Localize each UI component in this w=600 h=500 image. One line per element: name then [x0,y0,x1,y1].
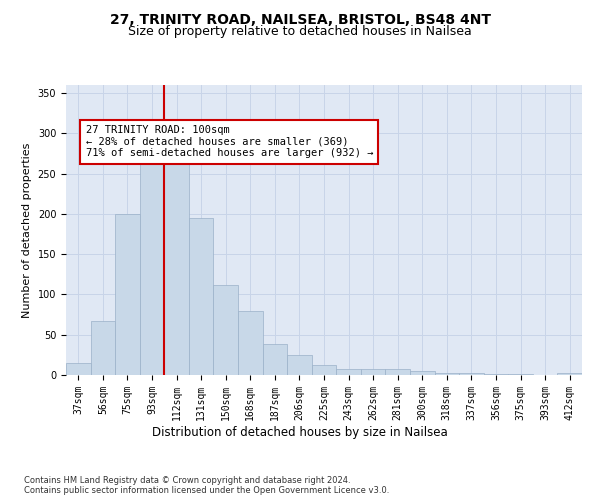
Bar [263,344,287,375]
Bar [557,374,582,375]
Text: 27 TRINITY ROAD: 100sqm
← 28% of detached houses are smaller (369)
71% of semi-d: 27 TRINITY ROAD: 100sqm ← 28% of detache… [86,126,373,158]
Bar [238,310,263,375]
Bar [434,372,459,375]
Bar [214,285,238,375]
Text: Distribution of detached houses by size in Nailsea: Distribution of detached houses by size … [152,426,448,439]
Bar [459,374,484,375]
Text: Contains HM Land Registry data © Crown copyright and database right 2024.
Contai: Contains HM Land Registry data © Crown c… [24,476,389,495]
Y-axis label: Number of detached properties: Number of detached properties [22,142,32,318]
Bar [312,364,336,375]
Bar [140,150,164,375]
Bar [508,374,533,375]
Bar [66,363,91,375]
Bar [287,355,312,375]
Bar [361,370,385,375]
Bar [410,371,434,375]
Bar [115,214,140,375]
Bar [164,150,189,375]
Text: 27, TRINITY ROAD, NAILSEA, BRISTOL, BS48 4NT: 27, TRINITY ROAD, NAILSEA, BRISTOL, BS48… [110,12,491,26]
Bar [385,370,410,375]
Bar [91,321,115,375]
Text: Size of property relative to detached houses in Nailsea: Size of property relative to detached ho… [128,25,472,38]
Bar [484,374,508,375]
Bar [336,368,361,375]
Bar [189,218,214,375]
